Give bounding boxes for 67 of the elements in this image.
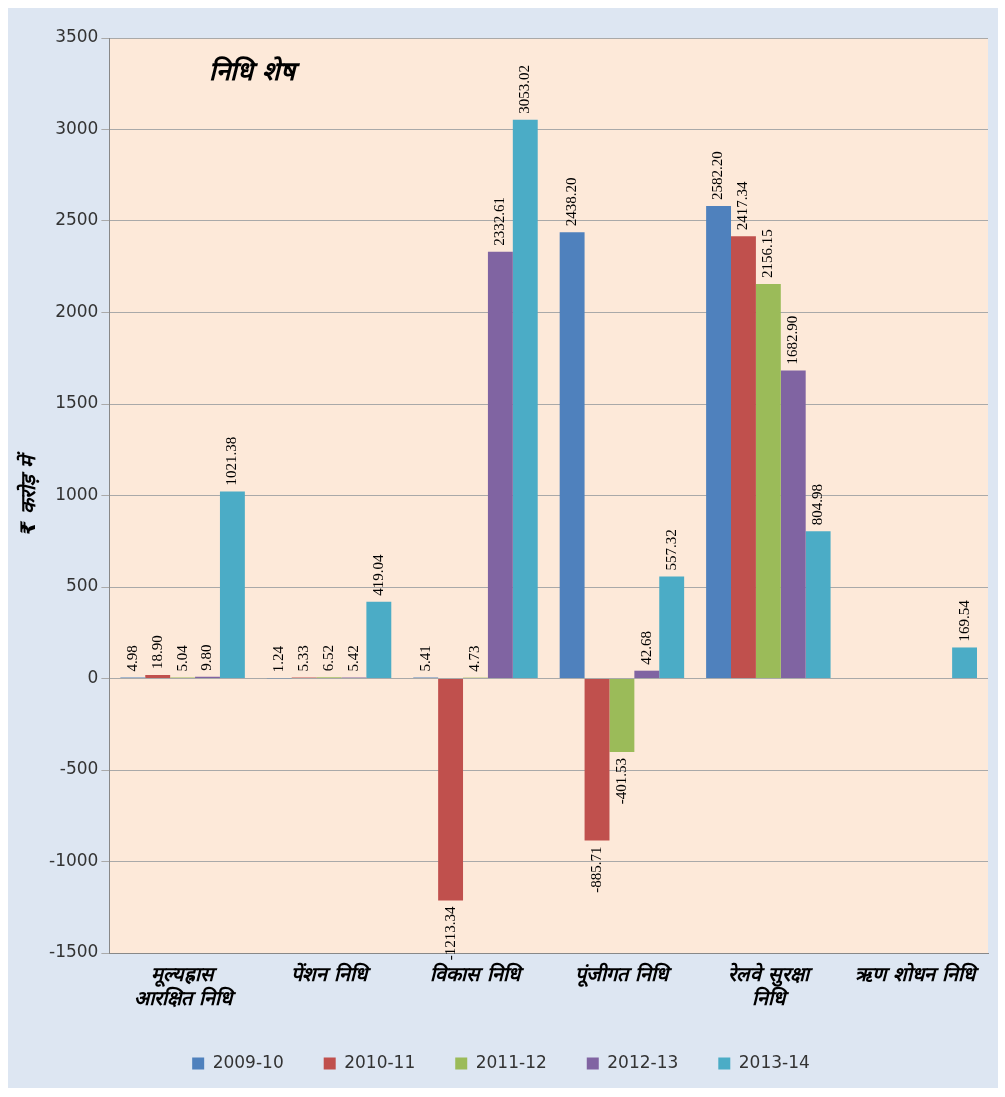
data-label: 557.32 [662, 529, 679, 571]
x-tick-label: पूंजीगत निधि [575, 962, 674, 989]
data-label: 3053.02 [516, 65, 533, 114]
data-label: 5.04 [173, 644, 190, 672]
x-tick-label: विकास निधि [430, 962, 526, 987]
bar [609, 679, 635, 752]
data-label: 1.24 [270, 645, 287, 673]
x-tick-label: पेंशन निधि [291, 962, 373, 987]
y-tick-label: -1000 [48, 849, 99, 870]
data-label: 1682.90 [784, 315, 801, 365]
y-tick-label: 1000 [55, 483, 99, 504]
y-tick-label: -1500 [48, 941, 99, 962]
data-label: 2582.20 [709, 151, 726, 200]
legend-label: 2009-10 [212, 1051, 284, 1072]
data-label: 2156.15 [759, 229, 776, 278]
legend-label: 2012-13 [607, 1051, 679, 1072]
y-tick-label: 3500 [55, 26, 99, 47]
y-tick-label: 500 [65, 575, 99, 596]
bar [805, 531, 831, 678]
data-label: 5.33 [295, 645, 312, 672]
data-label: 2332.61 [491, 196, 508, 246]
y-axis-title: ₹ करोड़ में [16, 451, 41, 535]
data-label: 2417.34 [734, 180, 751, 231]
data-label: -401.53 [612, 757, 629, 805]
data-label: 6.52 [319, 645, 336, 672]
bar [634, 670, 660, 678]
legend-label: 2011-12 [475, 1051, 547, 1072]
x-tick-label: मूल्यह्रास आरक्षित निधि [133, 962, 237, 1011]
legend-label: 2010-11 [344, 1051, 416, 1072]
data-label: 42.68 [637, 630, 654, 665]
data-label: 1021.38 [223, 436, 240, 486]
y-tick-label: 2000 [55, 300, 99, 321]
bar [219, 491, 245, 678]
bar [438, 679, 464, 901]
bar [659, 576, 685, 678]
x-tick-label: ऋण शोधन निधि [854, 962, 980, 987]
bar [706, 205, 732, 678]
bar [584, 679, 610, 841]
data-label: 419.04 [369, 554, 386, 596]
data-label: 5.42 [344, 645, 361, 672]
y-tick-label: 2500 [55, 209, 99, 230]
bar [755, 283, 781, 678]
bar [512, 119, 538, 678]
bar [145, 675, 171, 678]
data-label: -1213.34 [441, 906, 458, 961]
bar [731, 236, 756, 678]
y-tick-label: 0 [87, 666, 99, 687]
y-tick-label: 1500 [55, 392, 99, 413]
bar [952, 647, 978, 678]
data-label: 18.90 [148, 635, 165, 670]
data-label: 4.98 [123, 645, 140, 672]
text: निधि शेष [209, 55, 302, 86]
bar [780, 370, 806, 678]
x-tick-label: रेलवे सुरक्षा निधि [727, 962, 814, 1011]
data-label: 169.54 [955, 599, 972, 642]
data-label: 4.73 [466, 645, 483, 672]
bar [487, 251, 513, 678]
bar [366, 601, 392, 678]
data-label: 2438.20 [563, 177, 580, 227]
data-label: 804.98 [809, 483, 826, 526]
legend-label: 2013-14 [738, 1051, 810, 1072]
data-label: 9.80 [198, 644, 215, 671]
data-label: -885.71 [587, 846, 604, 893]
y-tick-label: 3000 [55, 117, 99, 138]
y-tick-label: -500 [59, 758, 99, 779]
data-label: 5.41 [416, 645, 433, 672]
bar [559, 232, 585, 678]
